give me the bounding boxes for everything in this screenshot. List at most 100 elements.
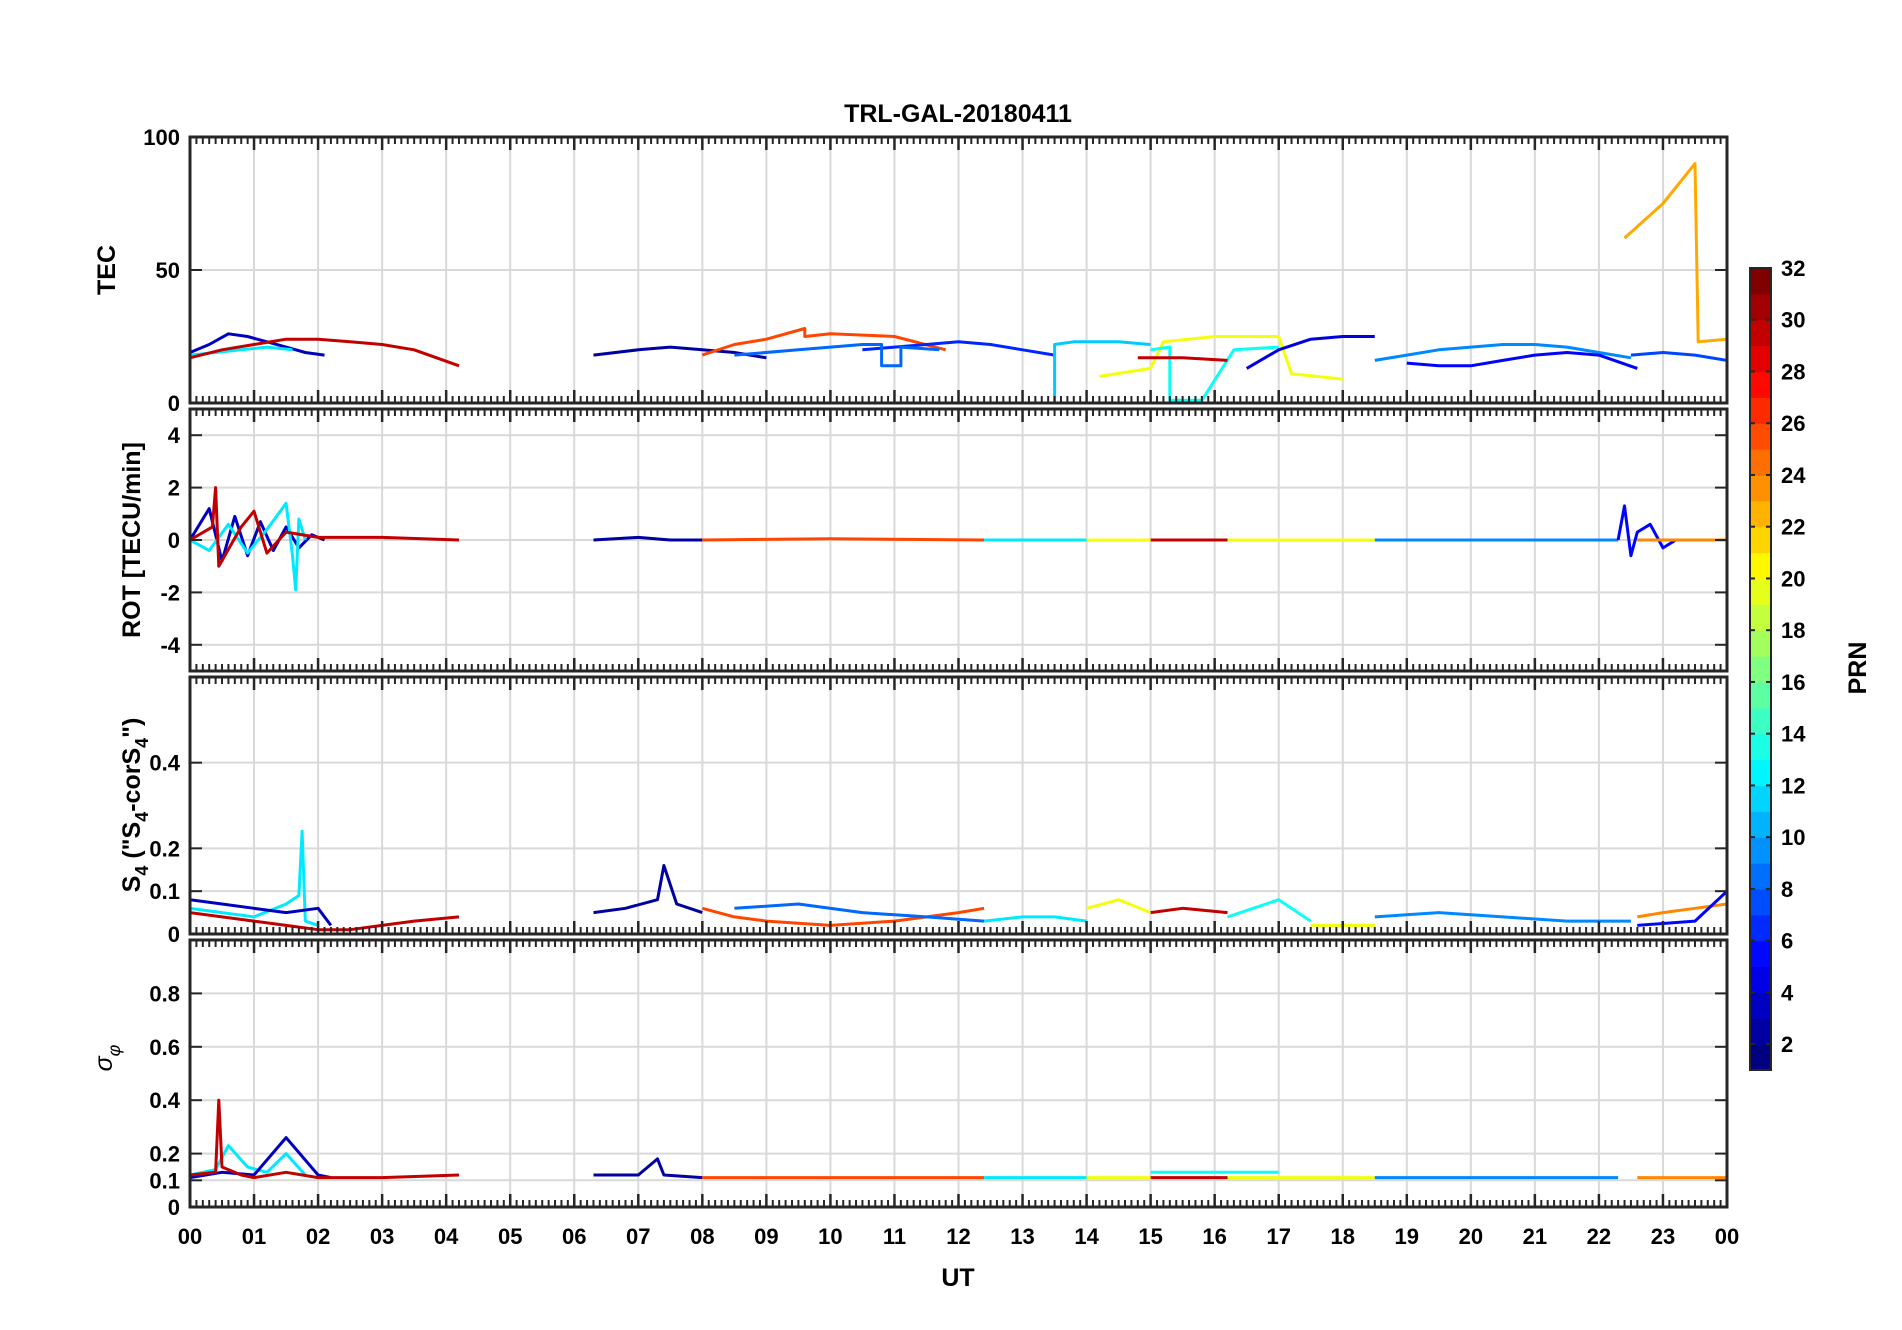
- x-axis-label: UT: [941, 1264, 974, 1292]
- series-line-tec-prn13: [1150, 345, 1279, 402]
- colorbar-segment: [1750, 914, 1771, 942]
- series-line-s4-prn12: [190, 829, 319, 927]
- series-line-tec-prn5: [1406, 351, 1638, 370]
- xtick-label: 06: [562, 1224, 586, 1249]
- ytick-label-rot: 2: [168, 476, 180, 501]
- colorbar-tick-label: 22: [1781, 515, 1805, 540]
- colorbar-segment: [1750, 630, 1771, 657]
- series-line-rot-prn5: [1616, 504, 1677, 558]
- ytick-label-s4: 0.4: [149, 751, 180, 776]
- xtick-label: 07: [626, 1224, 650, 1249]
- chart-title: TRL-GAL-20180411: [844, 100, 1072, 128]
- ytick-label-rot: -4: [160, 633, 180, 658]
- xtick-label: 20: [1459, 1224, 1483, 1249]
- xtick-label: 14: [1074, 1224, 1099, 1249]
- series-line-s4-prn5: [1637, 890, 1727, 927]
- series-line-tec-prn23: [1623, 162, 1727, 344]
- colorbar-frame: [1749, 267, 1772, 1071]
- colorbar-segment: [1750, 940, 1771, 968]
- series-line-sigma_phi-prn30: [190, 1098, 460, 1180]
- series-line-tec-prn9: [1374, 343, 1632, 362]
- x-axis: 00 01 02 03 04 05 06 07 08 09 10 11 12 13 14 15 16 17 18 19…: [178, 1224, 1739, 1249]
- xtick-label: 05: [498, 1224, 522, 1249]
- series-line-s4-prn3: [190, 898, 333, 927]
- colorbar-segment: [1750, 371, 1771, 398]
- colorbar-segment: [1750, 785, 1771, 812]
- colorbar-tick-label: 18: [1781, 618, 1805, 643]
- colorbar-segment: [1750, 449, 1771, 476]
- ylabel-tec: TEC: [93, 245, 121, 295]
- ytick-label-sigma_phi: 0.6: [149, 1035, 180, 1060]
- colorbar-tick-label: 12: [1781, 773, 1805, 798]
- xtick-label: 04: [434, 1224, 459, 1249]
- series-tec: [190, 162, 1727, 403]
- xtick-label: 15: [1138, 1224, 1162, 1249]
- series-line-tec-prn3: [190, 332, 325, 357]
- colorbar-segment: [1750, 345, 1771, 373]
- ytick-label-sigma_phi: 0.1: [149, 1168, 180, 1193]
- xtick-label: 09: [754, 1224, 778, 1249]
- series-sigma_phi: [190, 1098, 1727, 1180]
- xtick-label: 16: [1202, 1224, 1226, 1249]
- series-line-tec-prn7: [1630, 351, 1727, 362]
- colorbar-segment: [1750, 474, 1771, 502]
- colorbar-tick-label: 14: [1781, 722, 1806, 747]
- panel-rot: -4 -2 0 2 4 ROT [TECU/min]: [118, 407, 1729, 673]
- grid-sigma_phi: [190, 940, 1727, 1207]
- colorbar-tick-label: 24: [1781, 463, 1806, 488]
- xtick-label: 12: [946, 1224, 970, 1249]
- xtick-label: 01: [242, 1224, 266, 1249]
- colorbar-tick-label: 26: [1781, 411, 1805, 436]
- colorbar-label: PRN: [1844, 642, 1872, 695]
- ylabel-rot: ROT [TECU/min]: [118, 442, 146, 638]
- series-line-tec-prn20: [1099, 335, 1343, 381]
- colorbar-tick-label: 16: [1781, 670, 1805, 695]
- ytick-label-s4: 0.1: [149, 879, 180, 904]
- colorbar-segment: [1750, 811, 1771, 838]
- series-line-rot-prn30: [190, 486, 460, 568]
- ytick-label-rot: -2: [160, 580, 180, 605]
- series-line-tec-prn30: [190, 337, 460, 368]
- xtick-label: 21: [1523, 1224, 1547, 1249]
- colorbar-tick-label: 30: [1781, 308, 1805, 333]
- xtick-label: 11: [883, 1224, 906, 1249]
- series-line-tec-prn4: [1245, 335, 1375, 370]
- xtick-label: 19: [1395, 1224, 1419, 1249]
- xtick-label: 08: [690, 1224, 714, 1249]
- xtick-label: 02: [306, 1224, 330, 1249]
- ylabel-s4: S4 ("S4-corS4"): [118, 718, 152, 893]
- series-line-s4-prn2: [593, 864, 703, 915]
- xtick-label: 18: [1331, 1224, 1355, 1249]
- colorbar-segment: [1750, 888, 1771, 916]
- colorbar-segment: [1750, 526, 1771, 554]
- xtick-label: 22: [1587, 1224, 1611, 1249]
- colorbar-segment: [1750, 552, 1771, 580]
- colorbar-segment: [1750, 656, 1771, 683]
- panel-s4: 0 0.1 0.2 0.4 S4 ("S4-corS4"): [118, 675, 1729, 947]
- series-line-tec-prn30: [1137, 356, 1228, 362]
- colorbar-segment: [1750, 268, 1771, 295]
- panel-tec: 0 50 100 TEC: [93, 125, 1729, 416]
- series-line-s4-prn9: [1374, 911, 1631, 923]
- colorbar-segment: [1750, 863, 1771, 890]
- colorbar-tick-label: 2: [1781, 1032, 1793, 1057]
- colorbar-segment: [1750, 733, 1771, 761]
- ytick-label-tec: 0: [168, 391, 180, 416]
- panel-sigma_phi: 00.10.2 0.4 0.6 0.8 σφ: [90, 938, 1729, 1220]
- xtick-label: 17: [1266, 1224, 1290, 1249]
- xtick-label: 10: [818, 1224, 842, 1249]
- series-line-s4-prn20: [1086, 898, 1152, 914]
- colorbar-tick-label: 10: [1781, 825, 1805, 850]
- series-line-tec-prn6: [862, 340, 1055, 357]
- ylabel-sigma_phi: σφ: [90, 1044, 124, 1071]
- colorbar-segment: [1750, 500, 1771, 528]
- axis-sigma_phi: 00.10.2 0.4 0.6 0.8: [149, 938, 1729, 1220]
- series-rot: [190, 486, 1727, 592]
- ytick-label-sigma_phi: 0.2: [149, 1142, 180, 1167]
- colorbar-tick-label: 4: [1781, 980, 1794, 1005]
- colorbar-tick-label: 8: [1781, 877, 1793, 902]
- grid-s4: [190, 677, 1727, 934]
- xtick-label: 23: [1651, 1224, 1675, 1249]
